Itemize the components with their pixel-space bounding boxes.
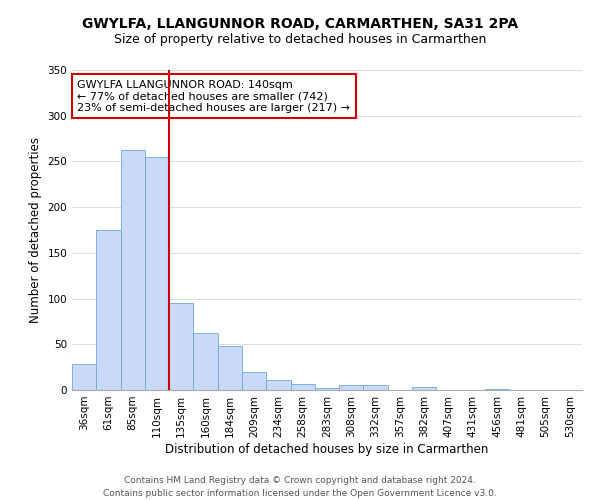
Text: GWYLFA LLANGUNNOR ROAD: 140sqm
← 77% of detached houses are smaller (742)
23% of: GWYLFA LLANGUNNOR ROAD: 140sqm ← 77% of …	[77, 80, 350, 113]
Bar	[485, 389, 509, 390]
Bar	[266, 380, 290, 390]
Bar	[121, 150, 145, 390]
Bar	[218, 346, 242, 390]
Text: GWYLFA, LLANGUNNOR ROAD, CARMARTHEN, SA31 2PA: GWYLFA, LLANGUNNOR ROAD, CARMARTHEN, SA3…	[82, 18, 518, 32]
Bar	[96, 230, 121, 390]
Bar	[145, 157, 169, 390]
Bar	[315, 388, 339, 390]
Bar	[242, 372, 266, 390]
Y-axis label: Number of detached properties: Number of detached properties	[29, 137, 42, 323]
Text: Size of property relative to detached houses in Carmarthen: Size of property relative to detached ho…	[114, 32, 486, 46]
Bar	[339, 386, 364, 390]
Bar	[364, 386, 388, 390]
Bar	[412, 388, 436, 390]
Bar	[72, 364, 96, 390]
Bar	[290, 384, 315, 390]
Text: Contains HM Land Registry data © Crown copyright and database right 2024.
Contai: Contains HM Land Registry data © Crown c…	[103, 476, 497, 498]
Bar	[169, 303, 193, 390]
Bar	[193, 334, 218, 390]
X-axis label: Distribution of detached houses by size in Carmarthen: Distribution of detached houses by size …	[166, 442, 488, 456]
